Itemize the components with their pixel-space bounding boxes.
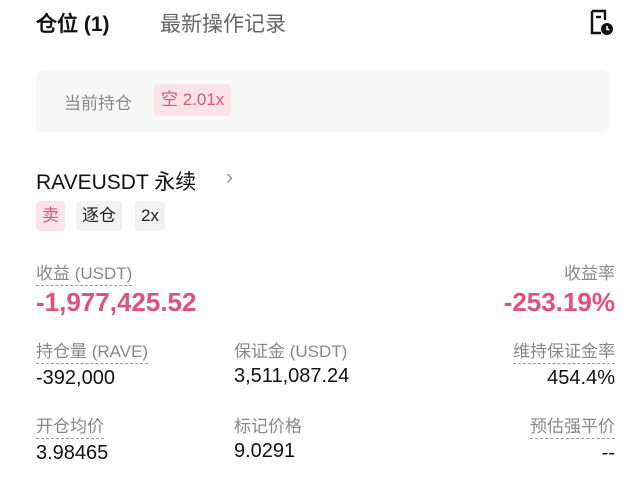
roi-value: -253.19% [503, 287, 615, 317]
leverage-tag: 2x [135, 201, 165, 231]
current-position-tag: 空 2.01x [154, 84, 232, 116]
mark-price-label: 标记价格 [234, 417, 302, 436]
entry-price-label[interactable]: 开仓均价 [36, 412, 104, 439]
margin-label: 保证金 (USDT) [234, 342, 348, 361]
tab-positions[interactable]: 仓位 (1) [36, 13, 110, 36]
side-tag: 卖 [36, 201, 65, 231]
roi-label: 收益率 [564, 264, 615, 283]
tab-recent-operations[interactable]: 最新操作记录 [160, 13, 286, 36]
chevron-right-icon[interactable]: › [226, 166, 233, 189]
margin-value: 3,511,087.24 [234, 365, 350, 387]
current-position-bar [36, 70, 610, 132]
margin-mode-tag: 逐仓 [76, 201, 122, 231]
pnl-value: -1,977,425.52 [36, 287, 197, 317]
liq-price-label[interactable]: 预估强平价 [530, 412, 615, 439]
pnl-label[interactable]: 收益 (USDT) [36, 259, 133, 286]
entry-price-value: 3.98465 [36, 442, 109, 464]
size-label[interactable]: 持仓量 (RAVE) [36, 337, 149, 364]
mark-price-value: 9.0291 [234, 440, 296, 462]
maint-ratio-value: 454.4% [547, 367, 615, 389]
liq-price-value: -- [601, 442, 615, 464]
order-history-clock-icon[interactable] [586, 8, 614, 36]
current-position-label: 当前持仓 [64, 94, 132, 113]
position-symbol[interactable]: RAVEUSDT 永续 [36, 171, 197, 194]
size-value: -392,000 [36, 367, 115, 389]
maint-ratio-label[interactable]: 维持保证金率 [513, 337, 615, 364]
